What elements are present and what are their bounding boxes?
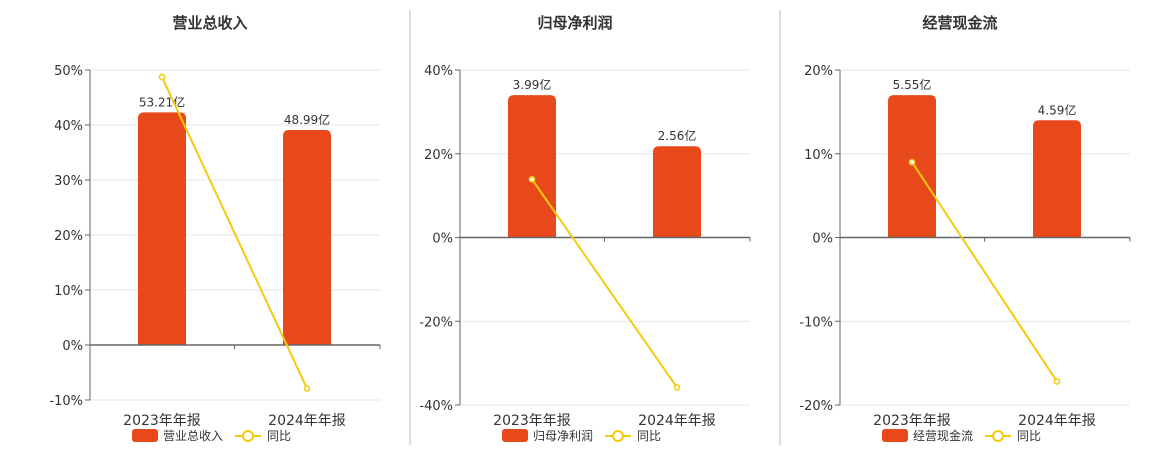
y-tick-label: 20% bbox=[424, 148, 453, 163]
legend-line-marker bbox=[242, 430, 254, 442]
bar bbox=[653, 146, 701, 238]
bar-data-label: 3.99亿 bbox=[513, 77, 552, 92]
y-tick-label: -10% bbox=[49, 394, 83, 409]
yoy-point bbox=[1053, 378, 1061, 385]
yoy-line bbox=[531, 178, 678, 388]
y-tick-label: 50% bbox=[54, 64, 83, 79]
x-category-label: 2023年年报 bbox=[873, 413, 951, 429]
y-tick-label: 20% bbox=[804, 64, 833, 79]
bar bbox=[888, 95, 936, 238]
legend-line-marker bbox=[612, 430, 624, 442]
bar bbox=[1033, 120, 1081, 238]
y-tick-label: 10% bbox=[54, 284, 83, 299]
bar bbox=[283, 129, 331, 345]
legend-bar-swatch bbox=[132, 429, 158, 442]
x-category-label: 2024年年报 bbox=[638, 413, 716, 429]
bar-data-label: 53.21亿 bbox=[139, 94, 185, 109]
legend-bar-label: 营业总收入 bbox=[163, 429, 223, 443]
y-tick-label: -20% bbox=[419, 315, 453, 330]
bar-data-label: 48.99亿 bbox=[284, 112, 330, 127]
yoy-point bbox=[908, 158, 916, 166]
y-tick-label: -10% bbox=[799, 315, 833, 330]
legend-line-label: 同比 bbox=[1017, 429, 1041, 443]
y-tick-label: -40% bbox=[419, 399, 453, 414]
x-category-label: 2024年年报 bbox=[268, 413, 346, 429]
bar bbox=[138, 112, 186, 345]
x-category-label: 2023年年报 bbox=[123, 413, 201, 429]
legend-line-label: 同比 bbox=[267, 429, 291, 443]
y-tick-label: 0% bbox=[62, 339, 83, 354]
legend-bar-label: 归母净利润 bbox=[533, 429, 593, 443]
y-tick-label: 40% bbox=[424, 64, 453, 79]
legend-bar-label: 经营现金流 bbox=[913, 428, 973, 443]
yoy-line bbox=[161, 76, 308, 389]
yoy-point bbox=[673, 384, 681, 391]
yoy-point bbox=[528, 175, 536, 183]
chart-title: 归母净利润 bbox=[537, 14, 612, 32]
y-tick-label: 10% bbox=[804, 148, 833, 163]
y-tick-label: 20% bbox=[54, 229, 83, 244]
legend-bar-swatch bbox=[502, 429, 528, 442]
legend-line-marker bbox=[992, 430, 1004, 442]
legend-bar-swatch bbox=[882, 429, 908, 442]
y-tick-label: 40% bbox=[54, 119, 83, 134]
bar bbox=[508, 95, 556, 238]
bar-data-label: 5.55亿 bbox=[893, 77, 932, 92]
yoy-point bbox=[158, 73, 166, 81]
bar-data-label: 2.56亿 bbox=[658, 128, 697, 143]
chart-title: 营业总收入 bbox=[172, 14, 247, 32]
y-tick-label: 30% bbox=[54, 174, 83, 189]
legend-line-label: 同比 bbox=[637, 429, 661, 443]
y-tick-label: 0% bbox=[432, 232, 453, 247]
chart-title: 经营现金流 bbox=[922, 14, 997, 32]
x-category-label: 2023年年报 bbox=[493, 413, 571, 429]
bar-data-label: 4.59亿 bbox=[1038, 102, 1077, 117]
yoy-line bbox=[911, 161, 1058, 383]
x-category-label: 2024年年报 bbox=[1018, 413, 1096, 429]
yoy-point bbox=[303, 385, 311, 392]
y-tick-label: 0% bbox=[812, 232, 833, 247]
y-tick-label: -20% bbox=[799, 399, 833, 414]
